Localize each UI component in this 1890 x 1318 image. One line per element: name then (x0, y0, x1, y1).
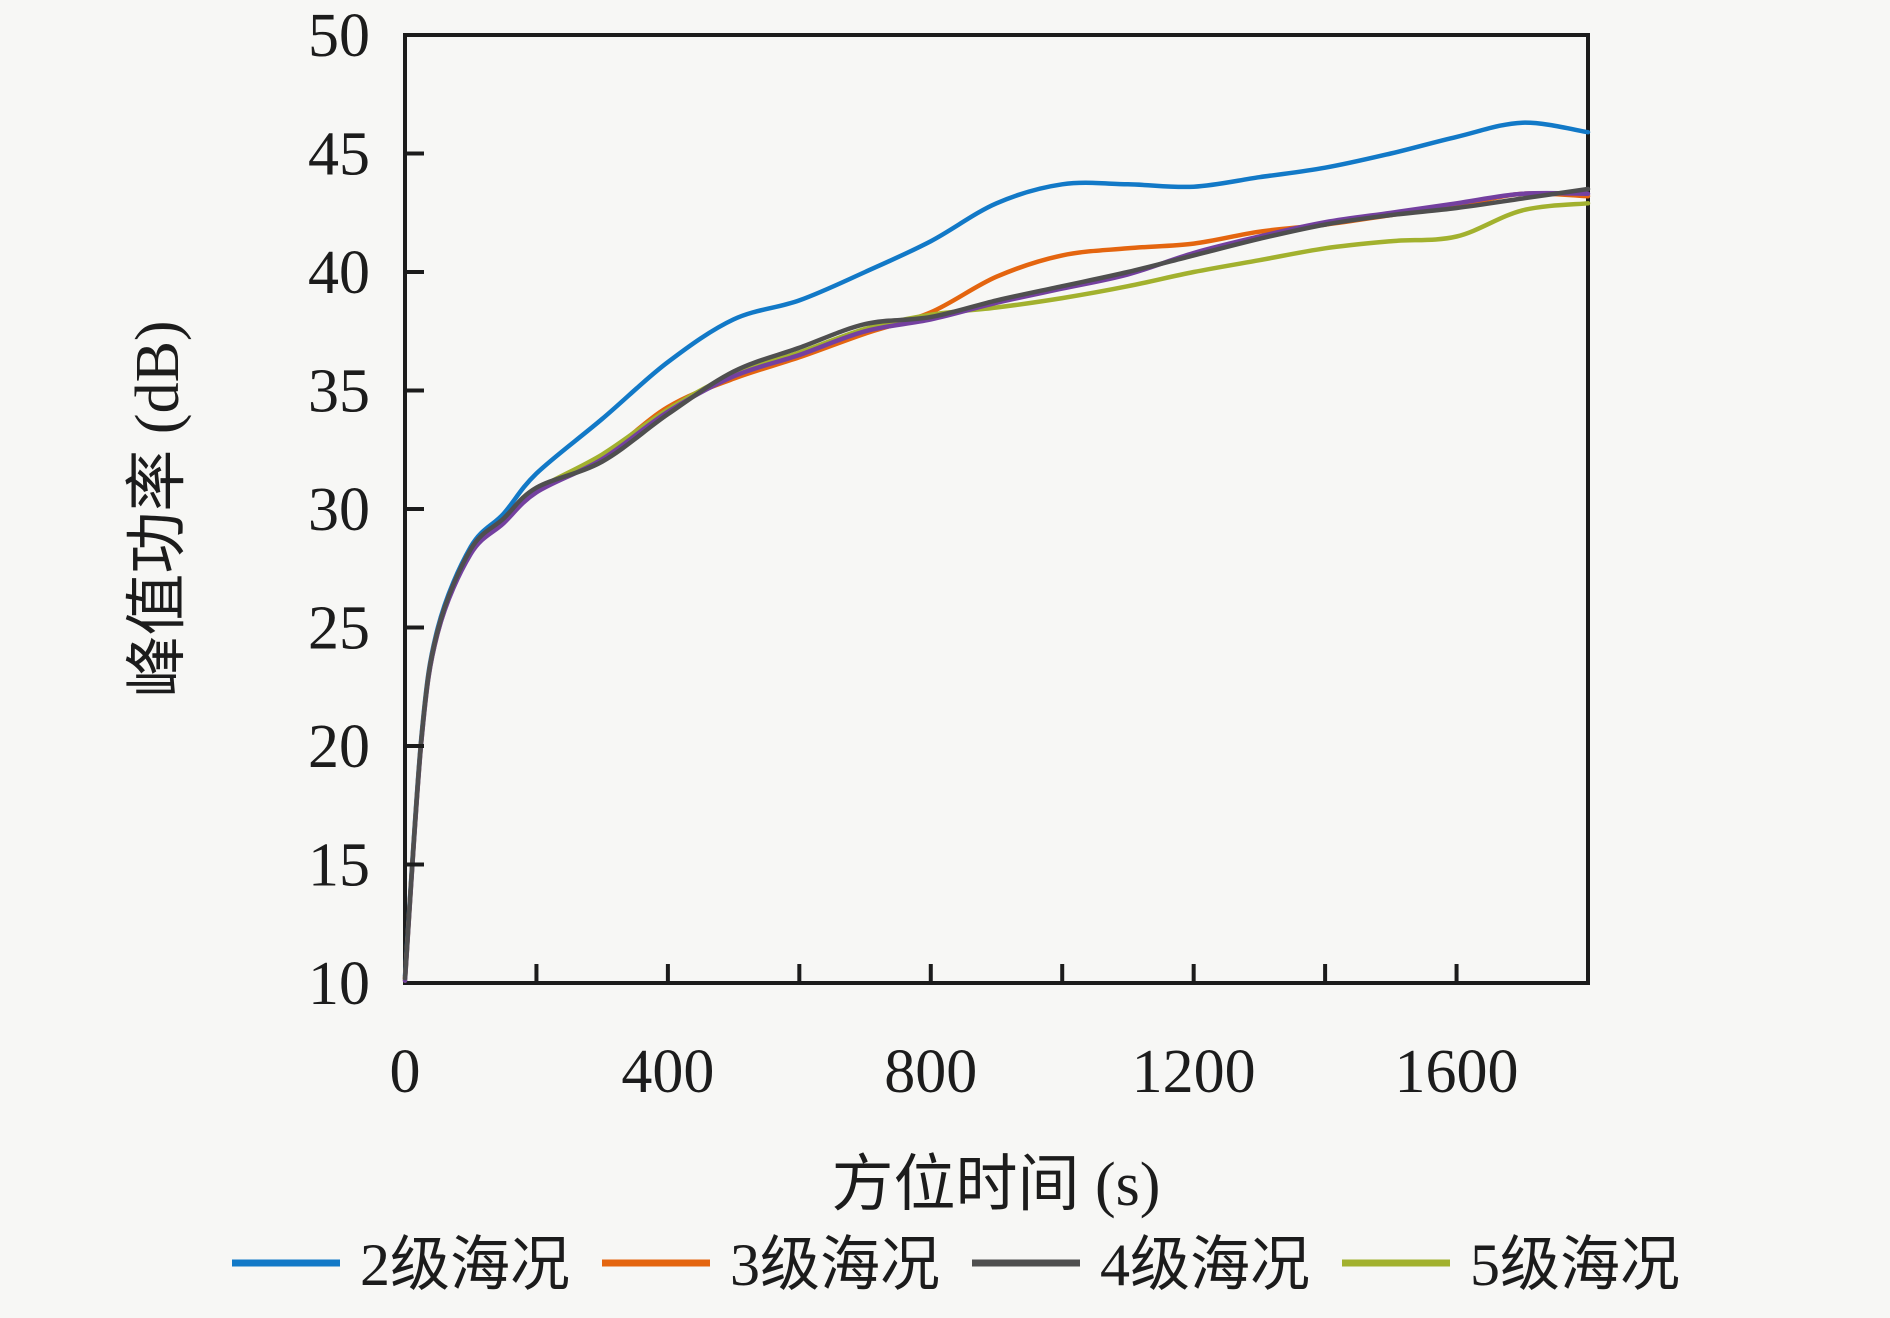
y-tick-label: 25 (308, 595, 370, 663)
x-tick-label: 0 (390, 1038, 421, 1106)
y-tick-label: 50 (308, 2, 370, 70)
axis-ticks: 10 15 20 25 30 35 40 45 50 0 400 800 1200 1600 (308, 2, 1519, 1106)
legend: 2级海况 3级海况 4级海况 5级海况 (232, 1232, 1680, 1298)
y-tick-label: 10 (308, 950, 370, 1018)
series-line-unlabeled (402, 190, 1591, 983)
x-tick-label: 1600 (1395, 1038, 1519, 1106)
plot-frame (403, 33, 1590, 985)
y-tick-label: 40 (308, 239, 370, 307)
plot-border (403, 33, 1590, 985)
x-tick-label: 1200 (1132, 1038, 1256, 1106)
legend-item: 2级海况 (232, 1232, 570, 1298)
legend-label: 5级海况 (1470, 1232, 1680, 1298)
y-tick-label: 35 (308, 358, 370, 426)
y-tick-label: 20 (308, 713, 370, 781)
y-tick-label: 45 (308, 121, 370, 189)
legend-label: 3级海况 (730, 1232, 940, 1298)
legend-item: 3级海况 (602, 1232, 940, 1298)
legend-item: 5级海况 (1342, 1232, 1680, 1298)
curves (402, 120, 1591, 983)
series-line-4级海况 (402, 186, 1591, 981)
x-tick-label: 800 (884, 1038, 977, 1106)
legend-label: 2级海况 (360, 1232, 570, 1298)
y-axis-title: 峰值功率 (dB) (124, 320, 192, 697)
y-tick-label: 15 (308, 832, 370, 900)
x-axis-title: 方位时间 (s) (832, 1151, 1161, 1219)
y-tick-label: 30 (308, 476, 370, 544)
series-line-3级海况 (402, 191, 1591, 981)
series-line-2级海况 (402, 120, 1591, 979)
legend-label: 4级海况 (1100, 1232, 1310, 1298)
x-tick-label: 400 (621, 1038, 714, 1106)
series-line-5级海况 (402, 201, 1591, 983)
legend-item: 4级海况 (972, 1232, 1310, 1298)
